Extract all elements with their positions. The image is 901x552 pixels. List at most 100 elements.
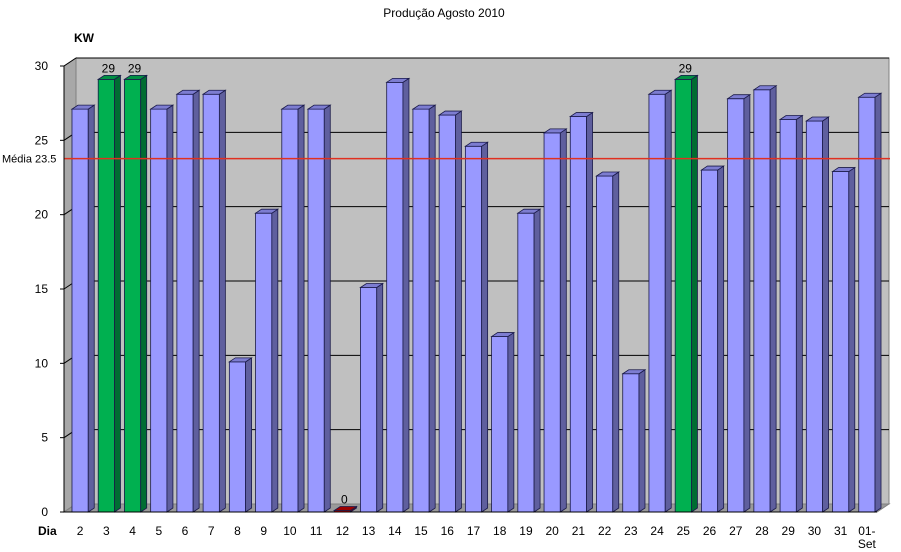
bar-day-28 xyxy=(752,85,778,513)
bar-side xyxy=(245,357,252,513)
bar-top xyxy=(359,283,385,288)
x-tick-label: 12 xyxy=(336,524,350,538)
bar-day-17 xyxy=(464,141,489,513)
bar-day-14 xyxy=(385,77,411,513)
bar-day-8 xyxy=(228,357,253,513)
bar-top xyxy=(464,141,489,147)
y-tick-label: 5 xyxy=(41,431,48,445)
bar-day-25 xyxy=(673,74,699,513)
x-tick-label: 10 xyxy=(283,524,297,538)
bar-front xyxy=(176,93,194,513)
bar-day-3 xyxy=(96,74,122,513)
x-tick-label: 11 xyxy=(310,524,323,538)
bar-day-30 xyxy=(804,116,830,513)
bar-front xyxy=(701,169,719,513)
bar-top xyxy=(123,74,149,80)
bar-top xyxy=(490,332,516,337)
bar-top xyxy=(778,115,804,120)
bar-day-22 xyxy=(595,171,621,513)
bar-day-27 xyxy=(726,93,752,513)
bar-side xyxy=(612,171,620,513)
x-tick-label: 26 xyxy=(703,524,717,538)
average-label: Média 23.5 xyxy=(2,154,56,166)
x-tick-label: 28 xyxy=(755,524,769,538)
bar-top xyxy=(201,89,227,95)
bar-front xyxy=(71,108,89,513)
bar-side xyxy=(848,166,856,513)
x-tick-label: 29 xyxy=(782,524,796,538)
data-labels: 29 29 0 29 xyxy=(102,61,693,506)
bar-front xyxy=(753,89,771,513)
x-tick-label: 4 xyxy=(129,524,136,538)
bar-day-01-Set xyxy=(857,92,883,513)
bar-day-19 xyxy=(516,208,542,513)
y-tick-label: 25 xyxy=(35,133,49,147)
x-tick-label: 3 xyxy=(103,524,110,538)
bar-front xyxy=(307,108,325,513)
bar-top xyxy=(568,112,594,117)
bar-day-20 xyxy=(542,128,568,513)
bar-side xyxy=(691,74,698,513)
bar-side xyxy=(114,74,121,513)
data-label: 29 xyxy=(102,61,116,75)
average-line-group: Média 23.5 xyxy=(2,154,890,166)
bar-front xyxy=(202,93,220,513)
bar-side xyxy=(323,104,331,513)
x-tick-label: 7 xyxy=(208,524,215,538)
bar-front xyxy=(648,93,666,513)
bar-day-23 xyxy=(621,368,647,513)
bar-front xyxy=(491,336,509,513)
bar-day-10 xyxy=(280,104,306,513)
bar-front xyxy=(281,108,299,513)
bar-day-15 xyxy=(411,104,437,513)
chart-title: Produção Agosto 2010 xyxy=(383,6,505,20)
bar-front xyxy=(543,132,561,513)
bar-side xyxy=(481,141,489,513)
bar-day-13 xyxy=(359,282,385,513)
bar-day-29 xyxy=(778,114,804,513)
grid-line-side xyxy=(63,57,77,67)
bar-top xyxy=(175,89,201,95)
bar-top xyxy=(411,104,437,110)
x-tick-label: 23 xyxy=(624,524,638,538)
x-tick-label: 24 xyxy=(650,524,664,538)
bar-front xyxy=(622,373,640,513)
x-tick-label: 17 xyxy=(467,524,481,538)
bar-front xyxy=(412,108,430,513)
bar-side xyxy=(428,104,436,513)
bar-top xyxy=(804,116,830,122)
bar-top xyxy=(149,104,175,110)
x-tick-label: 16 xyxy=(441,524,455,538)
x-tick-label: Set xyxy=(858,537,877,551)
bar-top xyxy=(857,92,883,98)
bar-front xyxy=(464,145,483,513)
bar-side xyxy=(769,85,777,513)
bar-day-18 xyxy=(490,331,516,513)
y-tick-label: 0 xyxy=(41,505,48,519)
bar-top xyxy=(673,74,699,80)
bar-side xyxy=(455,110,462,513)
bar-side xyxy=(874,92,882,513)
x-tick-label: 14 xyxy=(388,524,402,538)
bar-front xyxy=(150,108,168,513)
x-tick-label: 19 xyxy=(519,524,533,538)
bar-day-31 xyxy=(831,166,857,513)
x-tick-label: 20 xyxy=(545,524,559,538)
bar-day-24 xyxy=(647,89,673,513)
bar-top xyxy=(516,208,542,214)
bar-front xyxy=(228,361,246,513)
data-label: 29 xyxy=(128,61,142,75)
bar-front xyxy=(832,171,850,513)
bar-side xyxy=(717,165,725,513)
bar-day-21 xyxy=(568,111,594,513)
x-tick-label: 31 xyxy=(834,524,848,538)
bars xyxy=(70,74,883,513)
bar-side xyxy=(822,116,829,513)
x-tick-label: 13 xyxy=(362,524,376,538)
bar-side xyxy=(559,128,567,513)
bar-top xyxy=(385,77,411,83)
x-tick-label: 8 xyxy=(234,524,241,538)
bar-top xyxy=(332,506,358,511)
